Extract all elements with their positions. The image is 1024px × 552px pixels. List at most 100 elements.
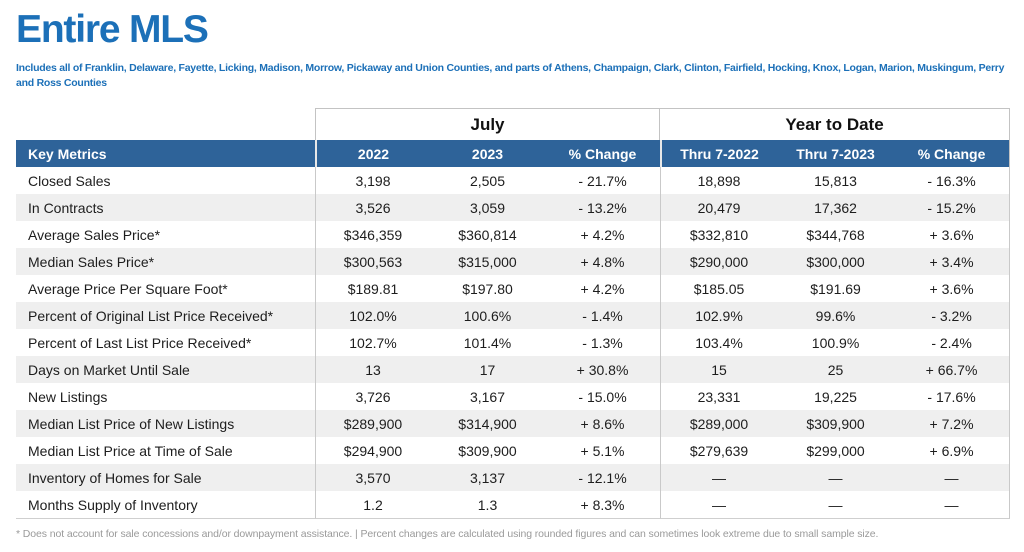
table-row: Percent of Original List Price Received*… xyxy=(16,302,1011,330)
column-header-key-metrics: Key Metrics xyxy=(16,140,315,168)
value-cell: $332,810 xyxy=(660,221,778,249)
value-cell: $309,900 xyxy=(430,437,545,465)
table-row: In Contracts 3,526 3,059- 13.2% 20,479 17,36… xyxy=(16,194,1011,222)
metric-cell: Median List Price at Time of Sale xyxy=(16,437,315,465)
table-row: Months Supply of Inventory 1.2 1.3 + 8.3% — —… xyxy=(16,491,1011,520)
footnote: * Does not account for sale concessions … xyxy=(16,528,879,541)
value-cell: 18,898 xyxy=(660,167,778,195)
value-cell: 3,059 xyxy=(430,194,545,222)
value-cell: 3,137 xyxy=(430,464,545,492)
value-cell: 1.2 xyxy=(315,491,430,520)
value-cell: — xyxy=(894,491,1011,520)
group-header-year-to-date: Year to Date xyxy=(660,108,1011,141)
value-cell: $290,000 xyxy=(660,248,778,276)
table-row: Average Price Per Square Foot* $189.81 $19… xyxy=(16,275,1011,303)
metric-cell: In Contracts xyxy=(16,194,315,222)
value-cell: 17 xyxy=(430,356,545,384)
column-header-2023: 2023 xyxy=(430,140,545,168)
value-cell: 102.7% xyxy=(315,329,430,357)
corner-spacer xyxy=(16,108,315,141)
value-cell: 19,225 xyxy=(777,383,895,411)
metric-cell: Percent of Last List Price Received* xyxy=(16,329,315,357)
metric-cell: Inventory of Homes for Sale xyxy=(16,464,315,492)
value-cell: — xyxy=(660,464,778,492)
value-cell: — xyxy=(777,464,895,492)
value-cell: $309,900 xyxy=(777,410,895,438)
value-cell: + 66.7% xyxy=(894,356,1011,384)
value-cell: - 1.3% xyxy=(545,329,661,357)
value-cell: 100.6% xyxy=(430,302,545,330)
value-cell: 20,479 xyxy=(660,194,778,222)
value-cell: $191.69 xyxy=(777,275,895,303)
table-row: Days on Market Until Sale 13 17 + 30.8% 15 25… xyxy=(16,356,1011,384)
column-header-thru-7-2022: Thru 7-2022 xyxy=(660,140,778,168)
value-cell: + 7.2% xyxy=(894,410,1011,438)
value-cell: 99.6% xyxy=(777,302,895,330)
value-cell: 2,505 xyxy=(430,167,545,195)
value-cell: - 15.0% xyxy=(545,383,661,411)
column-header-thru-7-2023: Thru 7-2023 xyxy=(777,140,895,168)
value-cell: $314,900 xyxy=(430,410,545,438)
value-cell: $300,000 xyxy=(777,248,895,276)
table-row: Median List Price of New Listings $289,90… xyxy=(16,410,1011,438)
value-cell: 15,813 xyxy=(777,167,895,195)
value-cell: + 30.8% xyxy=(545,356,661,384)
value-cell: + 4.2% xyxy=(545,221,661,249)
value-cell: — xyxy=(777,491,895,520)
value-cell: $300,563 xyxy=(315,248,430,276)
metric-cell: Median Sales Price* xyxy=(16,248,315,276)
value-cell: - 12.1% xyxy=(545,464,661,492)
value-cell: 102.9% xyxy=(660,302,778,330)
coverage-description: Includes all of Franklin, Delaware, Faye… xyxy=(16,61,1005,90)
value-cell: - 3.2% xyxy=(894,302,1011,330)
value-cell: 15 xyxy=(660,356,778,384)
value-cell: + 8.3% xyxy=(545,491,661,520)
value-cell: + 3.4% xyxy=(894,248,1011,276)
value-cell: 3,726 xyxy=(315,383,430,411)
page-title: Entire MLS xyxy=(16,8,209,51)
group-header-july: July xyxy=(315,108,661,141)
value-cell: - 1.4% xyxy=(545,302,661,330)
value-cell: + 3.6% xyxy=(894,221,1011,249)
value-cell: 3,526 xyxy=(315,194,430,222)
value-cell: 102.0% xyxy=(315,302,430,330)
value-cell: - 13.2% xyxy=(545,194,661,222)
column-header-pct-change-july: % Change xyxy=(545,140,661,168)
value-cell: 25 xyxy=(777,356,895,384)
value-cell: $299,000 xyxy=(777,437,895,465)
value-cell: 1.3 xyxy=(430,491,545,520)
value-cell: 23,331 xyxy=(660,383,778,411)
value-cell: $360,814 xyxy=(430,221,545,249)
value-cell: + 4.2% xyxy=(545,275,661,303)
value-cell: - 21.7% xyxy=(545,167,661,195)
value-cell: 3,570 xyxy=(315,464,430,492)
value-cell: + 8.6% xyxy=(545,410,661,438)
value-cell: + 6.9% xyxy=(894,437,1011,465)
key-metrics-table: July Year to Date Key Metrics 2022 2023 … xyxy=(16,108,1011,520)
table-row: New Listings 3,726 3,167- 15.0% 23,331 19,22… xyxy=(16,383,1011,411)
table-row: Percent of Last List Price Received* 102.… xyxy=(16,329,1011,357)
metric-cell: Months Supply of Inventory xyxy=(16,491,315,520)
value-cell: $315,000 xyxy=(430,248,545,276)
metric-cell: Closed Sales xyxy=(16,167,315,195)
value-cell: 3,198 xyxy=(315,167,430,195)
value-cell: 103.4% xyxy=(660,329,778,357)
value-cell: 17,362 xyxy=(777,194,895,222)
column-header-2022: 2022 xyxy=(315,140,430,168)
metric-cell: Average Sales Price* xyxy=(16,221,315,249)
metric-cell: Average Price Per Square Foot* xyxy=(16,275,315,303)
value-cell: $185.05 xyxy=(660,275,778,303)
table-row: Inventory of Homes for Sale 3,570 3,137- 1… xyxy=(16,464,1011,492)
value-cell: 3,167 xyxy=(430,383,545,411)
value-cell: - 17.6% xyxy=(894,383,1011,411)
table-body: Closed Sales 3,198 2,505- 21.7% 18,898 15,81… xyxy=(16,167,1011,520)
value-cell: 13 xyxy=(315,356,430,384)
table-row: Median Sales Price* $300,563 $315,000 + 4.8… xyxy=(16,248,1011,276)
value-cell: $289,900 xyxy=(315,410,430,438)
value-cell: - 15.2% xyxy=(894,194,1011,222)
value-cell: — xyxy=(894,464,1011,492)
mls-report-page: Entire MLS Includes all of Franklin, Del… xyxy=(16,8,1011,541)
value-cell: — xyxy=(660,491,778,520)
value-cell: 100.9% xyxy=(777,329,895,357)
table-row: Median List Price at Time of Sale $294,90… xyxy=(16,437,1011,465)
